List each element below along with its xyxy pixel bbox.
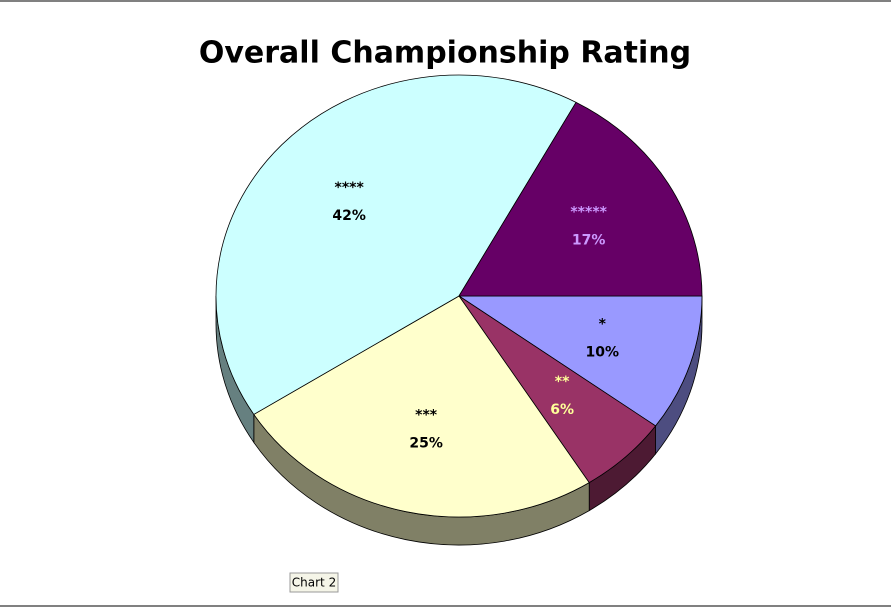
sheet-tab[interactable] <box>289 572 339 593</box>
slice <box>458 101 703 297</box>
value-label: 17% <box>572 232 606 248</box>
slice <box>457 295 703 427</box>
sheet-tab-label[interactable]: Chart 2 <box>292 576 336 590</box>
slice <box>215 74 577 415</box>
category-label: ***** <box>570 204 607 220</box>
value-label: 6% <box>550 402 574 418</box>
value-label: 42% <box>332 208 366 224</box>
category-label: ** <box>555 374 570 390</box>
category-label: **** <box>335 180 365 196</box>
value-label: 10% <box>586 344 620 360</box>
value-label: 25% <box>409 436 443 452</box>
chart-title: Overall Championship Rating <box>199 36 691 71</box>
category-label: *** <box>415 408 438 424</box>
category-label: * <box>599 316 607 332</box>
slice <box>253 295 590 518</box>
pie: * 10% ** 6% *** 25% **** 42% ***** 17% <box>215 74 703 546</box>
